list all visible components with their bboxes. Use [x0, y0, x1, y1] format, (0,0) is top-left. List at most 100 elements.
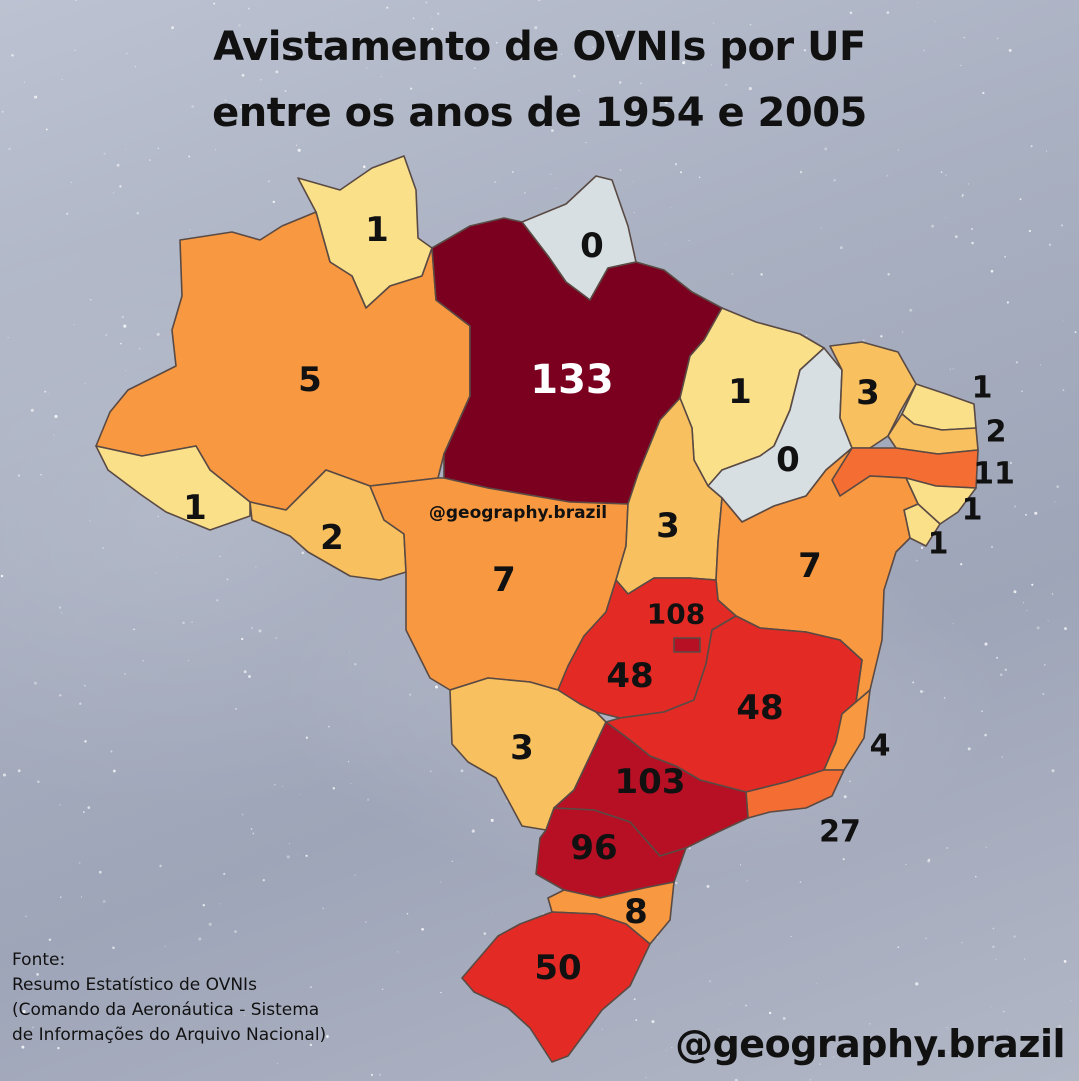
star: [1013, 590, 1017, 594]
star: [239, 105, 243, 109]
star: [945, 174, 947, 176]
star: [1003, 1010, 1005, 1013]
star: [288, 843, 291, 845]
star: [839, 246, 843, 250]
star: [126, 52, 128, 55]
star: [1042, 693, 1045, 696]
star: [749, 23, 752, 26]
star: [176, 556, 178, 558]
star: [22, 1010, 26, 1014]
star: [1051, 593, 1054, 595]
star: [803, 49, 806, 52]
star: [731, 273, 733, 275]
star: [1007, 1030, 1009, 1031]
star: [366, 67, 368, 69]
star: [1058, 1024, 1062, 1028]
star: [425, 1, 428, 4]
star: [706, 884, 710, 888]
star: [255, 566, 257, 568]
star: [142, 660, 144, 662]
star: [238, 24, 241, 27]
star: [124, 370, 126, 372]
star: [223, 872, 226, 876]
star: [348, 652, 350, 653]
star: [164, 945, 166, 948]
star: [665, 242, 667, 244]
star: [640, 82, 642, 85]
star: [40, 473, 42, 476]
star: [1044, 664, 1046, 666]
star: [430, 770, 432, 773]
star: [1, 110, 4, 113]
star: [1019, 198, 1022, 201]
map-watermark: @geography.brazil: [429, 503, 607, 523]
star: [412, 17, 415, 19]
source-line-3: (Comando da Aeronáutica - Sistema: [12, 1000, 320, 1020]
star: [53, 434, 55, 436]
star: [809, 1078, 812, 1081]
star: [820, 227, 822, 229]
star: [1021, 390, 1023, 393]
star: [32, 1026, 34, 1029]
star: [110, 750, 113, 753]
star: [44, 390, 47, 393]
star: [842, 858, 845, 861]
star: [226, 578, 229, 581]
star: [946, 1027, 948, 1029]
star: [34, 681, 37, 685]
star: [849, 11, 853, 15]
star: [276, 1062, 278, 1064]
star: [157, 147, 159, 150]
star: [920, 546, 924, 549]
star: [1025, 513, 1027, 516]
value-label-rr: 1: [365, 210, 389, 250]
star: [79, 702, 82, 705]
star: [1008, 48, 1012, 52]
star: [940, 171, 943, 174]
map-title-line-1: Avistamento de OVNIs por UF: [213, 24, 866, 70]
star: [674, 163, 678, 166]
star: [592, 46, 595, 49]
star: [815, 983, 817, 985]
star: [297, 854, 298, 856]
star: [189, 229, 191, 231]
value-label-al: 1: [962, 493, 983, 528]
star: [274, 783, 276, 786]
star: [17, 474, 21, 477]
star: [928, 858, 931, 861]
star: [136, 211, 140, 215]
star: [923, 691, 925, 693]
state-rs: [461, 911, 651, 1063]
star: [1063, 320, 1064, 321]
star: [379, 1073, 382, 1076]
star: [1064, 627, 1067, 631]
author-handle: @geography.brazil: [675, 1022, 1065, 1066]
star: [75, 0, 77, 1]
star: [284, 89, 287, 93]
star: [72, 980, 74, 982]
star: [917, 2, 918, 4]
star: [224, 99, 227, 102]
star: [905, 863, 907, 866]
star: [563, 123, 566, 125]
value-label-sc: 8: [624, 892, 648, 932]
star: [305, 736, 309, 739]
star: [572, 74, 576, 78]
star: [887, 273, 890, 276]
star: [1061, 224, 1063, 227]
value-label-pb: 2: [986, 415, 1007, 450]
star: [990, 545, 994, 549]
star: [80, 896, 83, 898]
star: [406, 912, 409, 915]
star: [746, 879, 748, 882]
star: [790, 935, 792, 937]
star: [102, 547, 104, 549]
star: [125, 149, 126, 151]
star: [688, 240, 690, 242]
star: [496, 41, 498, 44]
star: [832, 1056, 835, 1058]
star: [8, 147, 11, 151]
star: [984, 642, 988, 646]
star: [365, 921, 367, 923]
star: [219, 555, 221, 558]
